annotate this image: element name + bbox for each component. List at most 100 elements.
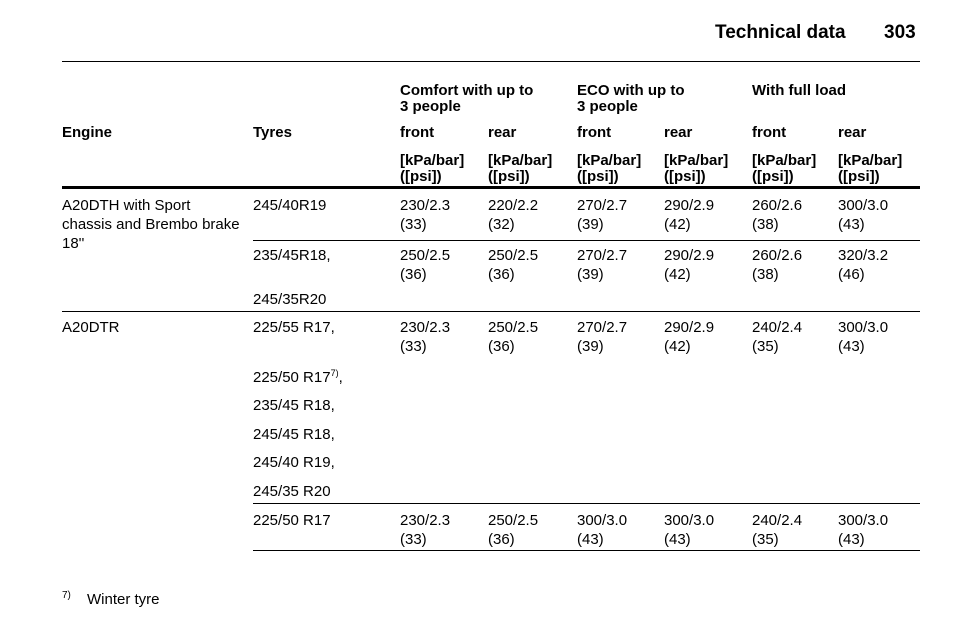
pressure: 290/2.9 — [664, 247, 715, 264]
column-header: Engine — [62, 124, 113, 141]
footnote-ref: 7) — [330, 368, 339, 378]
pressure: (43) — [664, 531, 691, 548]
pressure: (33) — [400, 531, 427, 548]
pressure: (35) — [752, 338, 779, 355]
table-rule — [253, 240, 920, 241]
rule — [62, 61, 920, 62]
unit: [kPa/bar] — [400, 152, 465, 169]
pressure: (33) — [400, 216, 427, 233]
group-header: ECO with up to — [577, 82, 685, 99]
pressure: 260/2.6 — [752, 247, 803, 264]
pressure: 300/3.0 — [577, 512, 628, 529]
pressure: (39) — [577, 338, 604, 355]
group-header: 3 people — [400, 98, 461, 115]
pressure: (32) — [488, 216, 515, 233]
unit: [kPa/bar] — [752, 152, 817, 169]
pressure: 250/2.5 — [400, 247, 451, 264]
tyre: 225/50 R17 — [253, 512, 331, 529]
pressure: 270/2.7 — [577, 319, 628, 336]
pressure: 250/2.5 — [488, 319, 539, 336]
pressure: (39) — [577, 216, 604, 233]
pressure: (39) — [577, 266, 604, 283]
unit: ([psi]) — [577, 168, 619, 185]
group-header: Comfort with up to — [400, 82, 534, 99]
group-header: With full load — [752, 82, 847, 99]
tyre: 245/35R20 — [253, 291, 327, 308]
pressure: (43) — [838, 531, 865, 548]
tyre: 225/55 R17, — [253, 319, 335, 336]
tyre: 245/40 R19, — [253, 454, 335, 471]
pressure: 220/2.2 — [488, 197, 539, 214]
tyre: 245/35 R20 — [253, 483, 331, 500]
table-rule — [253, 503, 920, 504]
pressure: 240/2.4 — [752, 512, 803, 529]
unit: [kPa/bar] — [838, 152, 903, 169]
pressure: 290/2.9 — [664, 197, 715, 214]
suffix: , — [338, 369, 343, 386]
pressure: (43) — [838, 338, 865, 355]
tyre: 245/45 R18, — [253, 426, 335, 443]
engine: 18'' — [62, 235, 85, 252]
pressure: 300/3.0 — [838, 197, 889, 214]
table-rule — [253, 550, 920, 551]
footnote-mark: 7) — [62, 590, 71, 601]
pressure: 300/3.0 — [838, 319, 889, 336]
pressure: (36) — [488, 338, 515, 355]
page-number: 303 — [884, 22, 916, 43]
table-rule — [62, 311, 920, 312]
unit: [kPa/bar] — [577, 152, 642, 169]
pressure: 230/2.3 — [400, 512, 451, 529]
unit: ([psi]) — [838, 168, 880, 185]
group-header: 3 people — [577, 98, 638, 115]
tyre: 235/45 R18, — [253, 397, 335, 414]
pressure: 250/2.5 — [488, 512, 539, 529]
pressure: (43) — [838, 216, 865, 233]
pressure: 230/2.3 — [400, 197, 451, 214]
column-header: rear — [664, 124, 693, 141]
unit: ([psi]) — [400, 168, 442, 185]
pressure: (42) — [664, 266, 691, 283]
pressure: 270/2.7 — [577, 197, 628, 214]
pressure: (42) — [664, 338, 691, 355]
pressure: (36) — [400, 266, 427, 283]
table-rule — [62, 186, 920, 189]
column-header: front — [577, 124, 612, 141]
tyre: 225/50 R177), — [253, 368, 343, 387]
pressure: (33) — [400, 338, 427, 355]
engine: A20DTH with Sport — [62, 197, 191, 214]
unit: ([psi]) — [752, 168, 794, 185]
pressure: 300/3.0 — [664, 512, 715, 529]
unit: [kPa/bar] — [664, 152, 729, 169]
header-title: Technical data — [715, 22, 846, 43]
engine: A20DTR — [62, 319, 120, 336]
column-header: rear — [488, 124, 517, 141]
column-header: rear — [838, 124, 867, 141]
pressure: (38) — [752, 216, 779, 233]
tyre: 235/45R18, — [253, 247, 331, 264]
pressure: 270/2.7 — [577, 247, 628, 264]
pressure: (36) — [488, 531, 515, 548]
pressure: 290/2.9 — [664, 319, 715, 336]
pressure: (38) — [752, 266, 779, 283]
column-header: front — [752, 124, 787, 141]
engine: chassis and Brembo brake — [62, 216, 240, 233]
unit: ([psi]) — [488, 168, 530, 185]
pressure: 260/2.6 — [752, 197, 803, 214]
tyre: 245/40R19 — [253, 197, 327, 214]
pressure: 320/3.2 — [838, 247, 889, 264]
pressure: (46) — [838, 266, 865, 283]
unit: [kPa/bar] — [488, 152, 553, 169]
pressure: (36) — [488, 266, 515, 283]
pressure: 240/2.4 — [752, 319, 803, 336]
pressure: 230/2.3 — [400, 319, 451, 336]
pressure: (35) — [752, 531, 779, 548]
column-header: front — [400, 124, 435, 141]
column-header: Tyres — [253, 124, 292, 141]
pressure: (43) — [577, 531, 604, 548]
pressure: (42) — [664, 216, 691, 233]
footnote-text: Winter tyre — [87, 591, 160, 608]
pressure: 250/2.5 — [488, 247, 539, 264]
unit: ([psi]) — [664, 168, 706, 185]
pressure: 300/3.0 — [838, 512, 889, 529]
